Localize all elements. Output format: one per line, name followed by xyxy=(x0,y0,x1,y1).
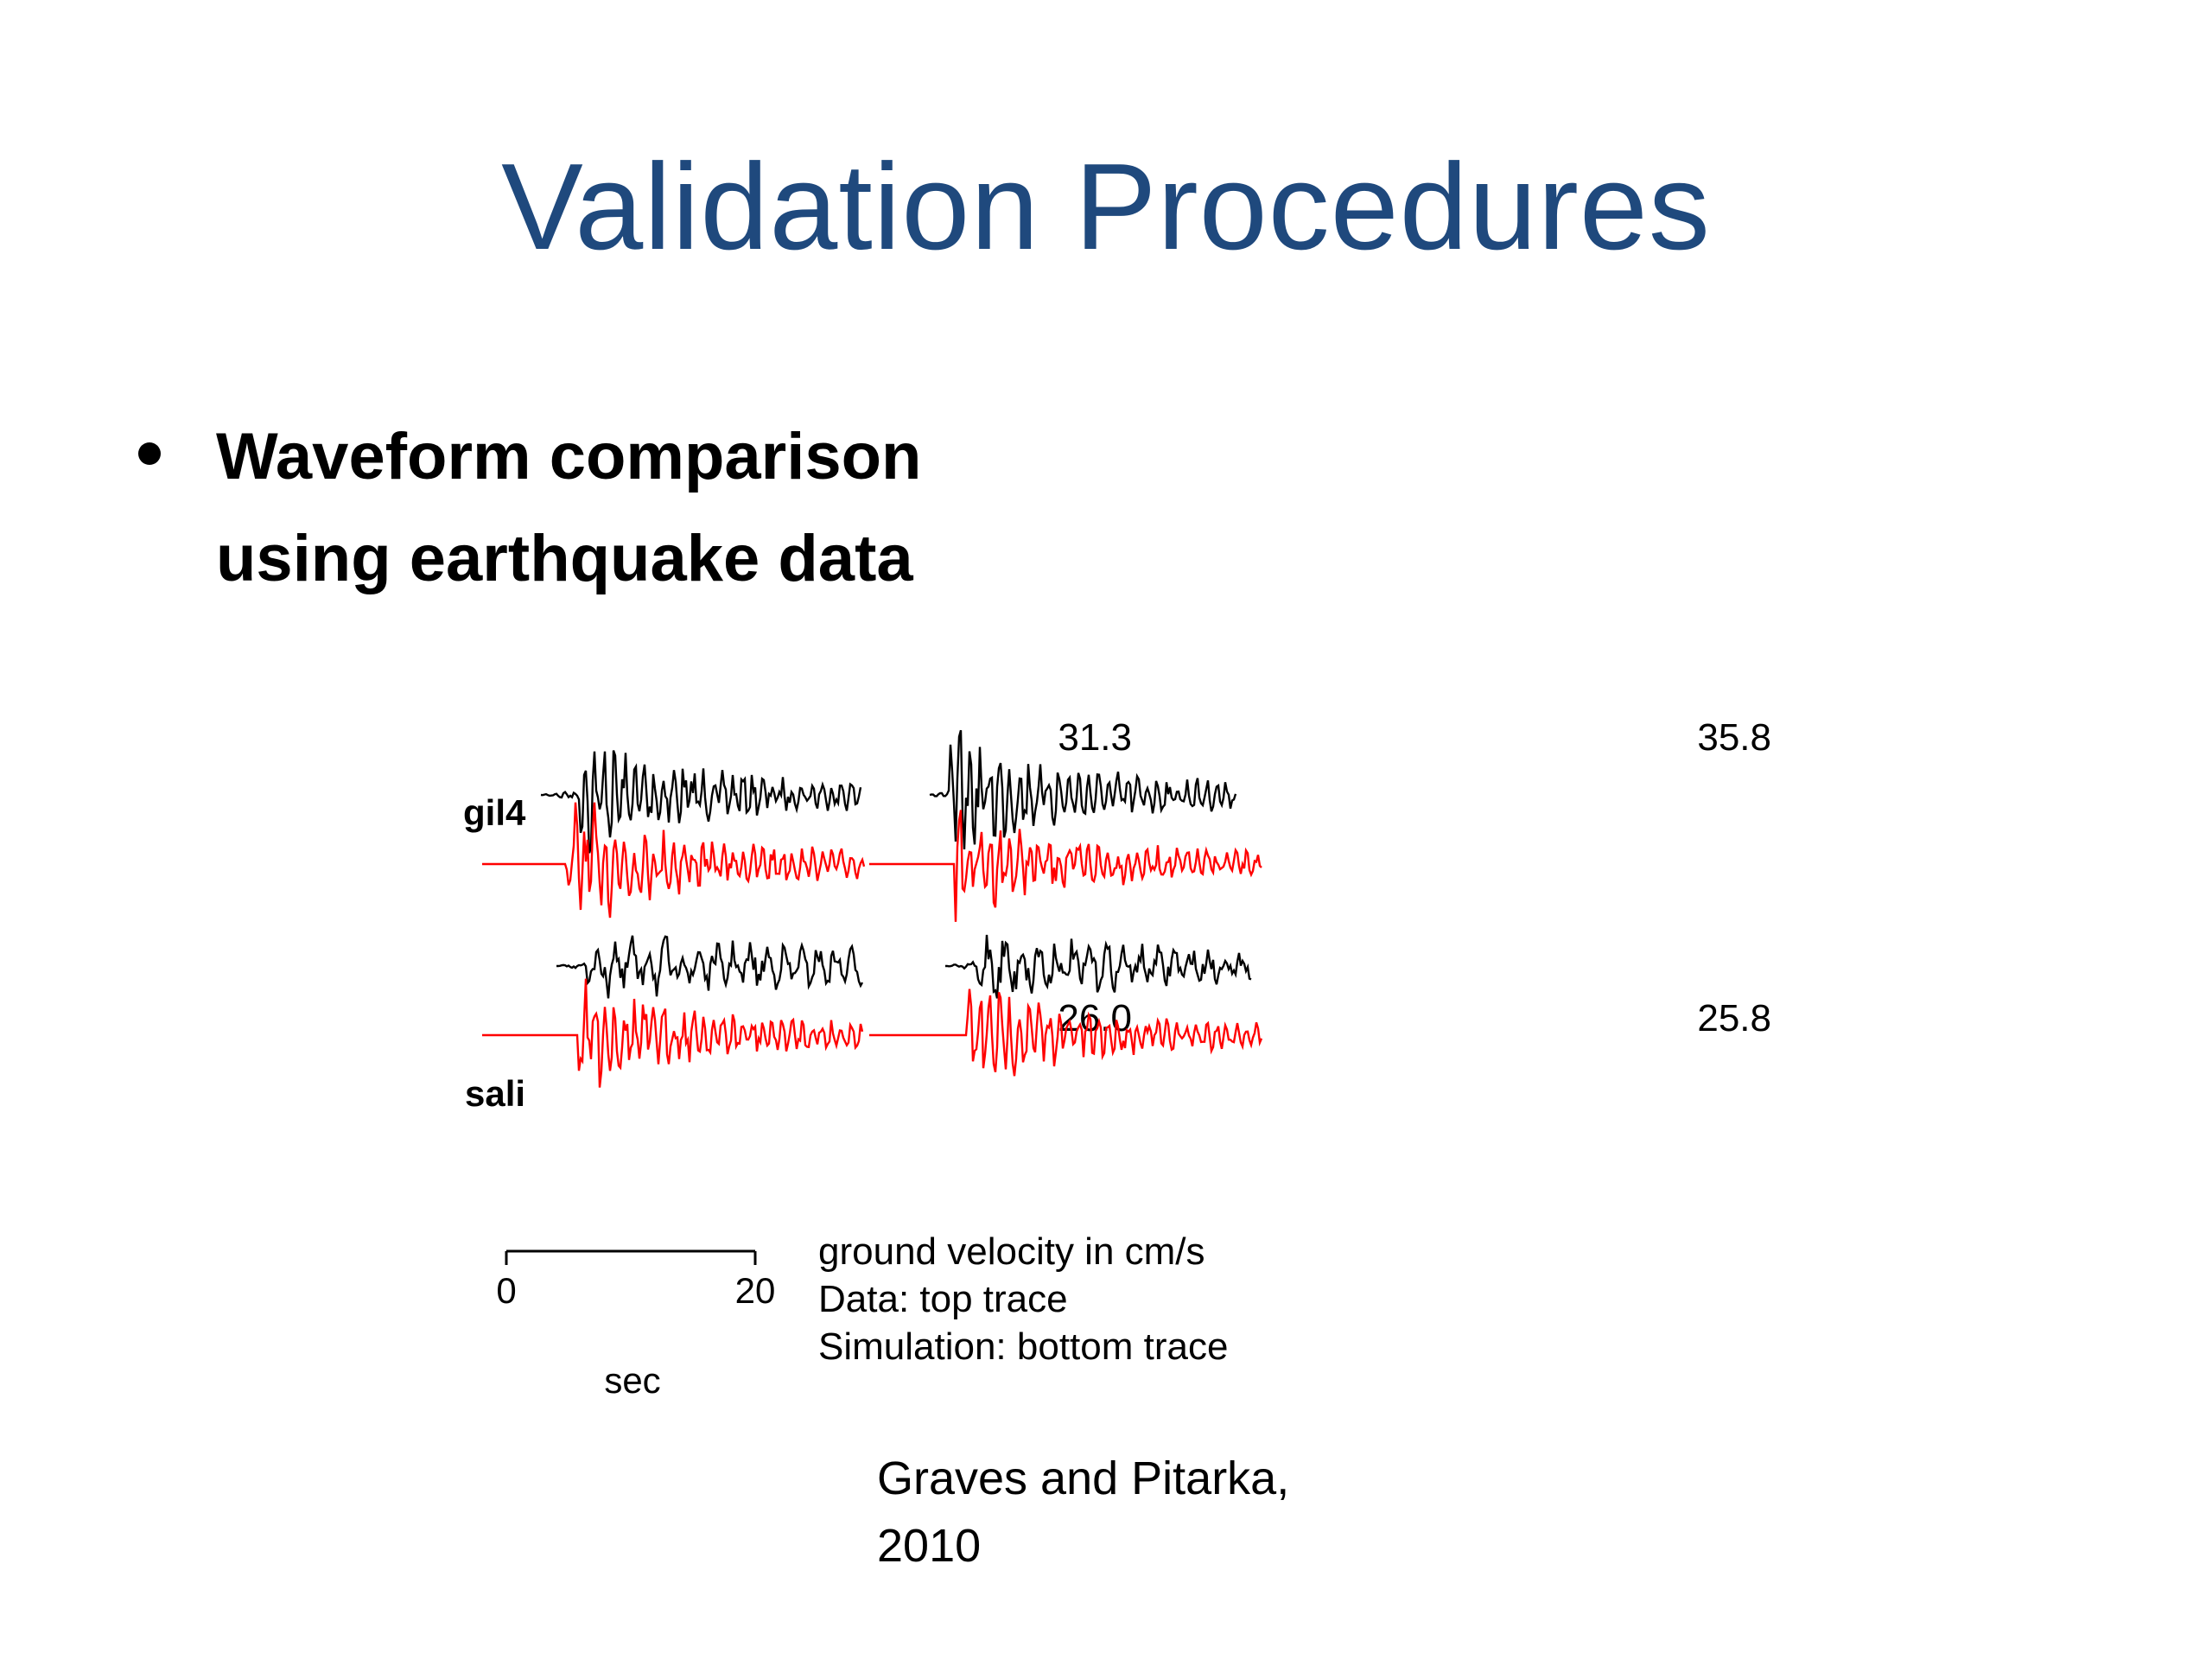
bullet-dot-icon xyxy=(138,442,161,465)
gil4-left-simulation-trace xyxy=(482,802,866,918)
scale-unit-label: sec xyxy=(604,1360,660,1401)
citation-line-2: 2010 xyxy=(877,1520,982,1572)
gil4-right-simulation-trace xyxy=(869,810,1262,922)
citation-line-1: Graves and Pitarka, xyxy=(877,1452,1290,1504)
slide-title: Validation Procedures xyxy=(501,138,1711,276)
bullet-line-1: Waveform comparison xyxy=(216,420,922,493)
peak-value-gil4-right: 35.8 xyxy=(1697,716,1771,759)
waveform-figure: gil4 sali 31.3 35.8 26.0 25.8 0 20 sec g… xyxy=(463,716,1771,1401)
station-label-sali: sali xyxy=(465,1073,525,1114)
gil4-right-data-trace xyxy=(929,729,1237,849)
legend-units: ground velocity in cm/s xyxy=(818,1230,1205,1273)
station-label-gil4: gil4 xyxy=(463,792,526,833)
scale-tick-max: 20 xyxy=(735,1270,776,1311)
peak-value-sali-right: 25.8 xyxy=(1697,997,1771,1039)
legend-simulation: Simulation: bottom trace xyxy=(818,1325,1228,1368)
time-scale-bar xyxy=(505,1249,757,1265)
sali-left-simulation-trace xyxy=(482,978,864,1088)
bullet-text: Waveform comparison using earthquake dat… xyxy=(216,406,1253,610)
citation: Graves and Pitarka, 2010 xyxy=(877,1445,1482,1580)
sali-right-simulation-trace xyxy=(869,988,1263,1077)
bullet-line-2: using earthquake data xyxy=(216,522,913,595)
sali-left-data-trace xyxy=(556,935,864,999)
peak-value-gil4-left: 31.3 xyxy=(1058,716,1132,759)
scale-tick-min: 0 xyxy=(496,1270,516,1311)
legend-data: Data: top trace xyxy=(818,1278,1068,1320)
sali-right-data-trace xyxy=(945,934,1252,999)
gil4-left-data-trace xyxy=(540,750,862,854)
